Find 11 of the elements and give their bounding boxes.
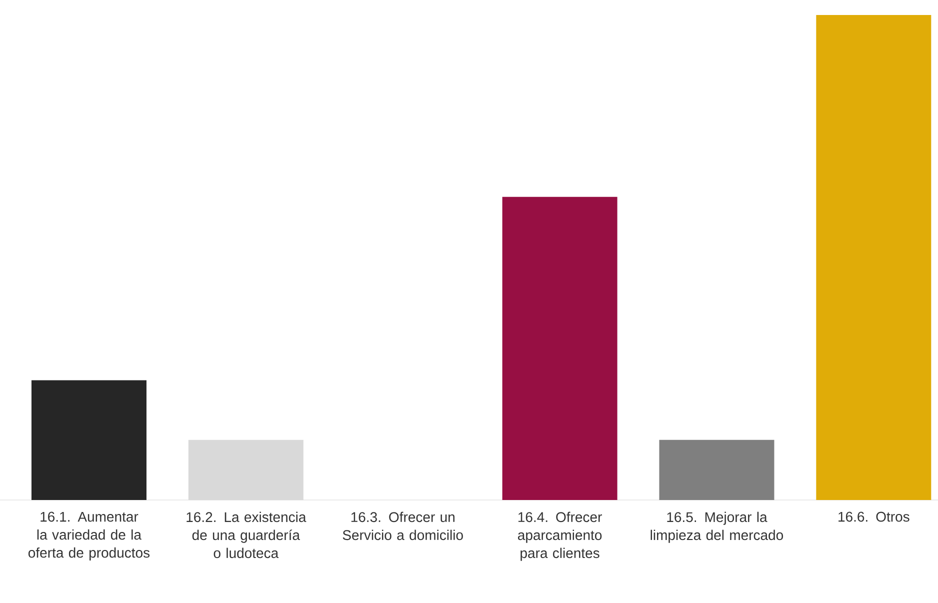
x-tick-label: 16.2. La existencia de una guardería o ludoteca (186, 512, 306, 558)
bar (659, 440, 774, 500)
bar (31, 380, 146, 500)
x-tick-label: 16.5. Mejorar la limpieza del mercado (650, 512, 784, 543)
bar (502, 196, 618, 500)
x-tick-label: 16.3. Ofrecer un Servicio a domicilio (342, 512, 463, 540)
x-tick-label: 16.4. Ofrecer aparcamiento para clientes (518, 512, 602, 561)
x-tick-label: 16.1. Aumentar la variedad de la oferta de productos (28, 512, 150, 560)
x-tick-label: 16.6. Otros (838, 512, 910, 522)
bar (188, 440, 304, 500)
bar (816, 14, 932, 500)
